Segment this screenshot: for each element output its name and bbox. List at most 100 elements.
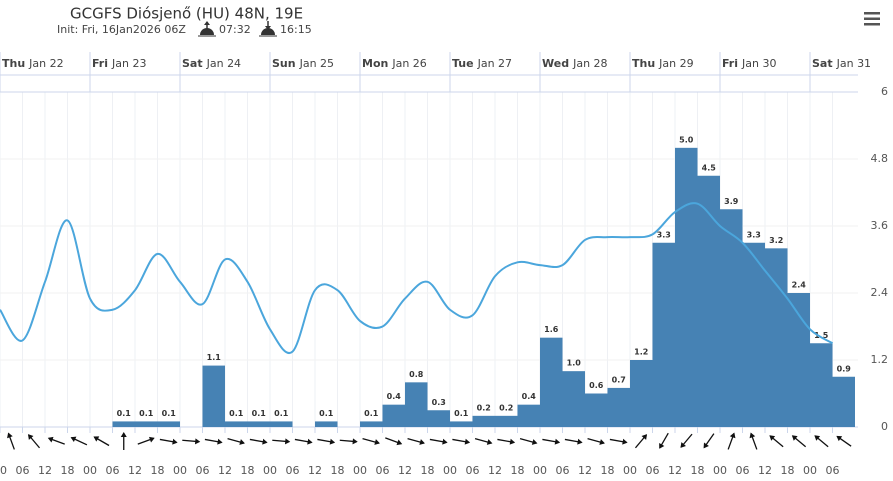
bar — [315, 421, 338, 427]
bar — [157, 421, 180, 427]
day-date: Jan 28 — [572, 57, 607, 70]
day-weekday: Thu — [2, 57, 25, 70]
wind-arrow-head — [217, 438, 223, 445]
wind-arrow-head — [27, 434, 34, 440]
wind-arrow — [93, 436, 110, 447]
x-tick-label: 06 — [646, 464, 660, 477]
wind-arrow — [70, 436, 88, 446]
bar — [562, 371, 585, 427]
wind-arrow-head — [641, 434, 648, 440]
bar — [225, 421, 248, 427]
wind-arrow-head — [577, 438, 583, 445]
x-tick-label: 12 — [308, 464, 322, 477]
wind-arrow — [791, 435, 807, 448]
x-tick-label: 12 — [758, 464, 772, 477]
day-label: Mon Jan 26 — [362, 57, 427, 70]
wind-arrow-head — [307, 438, 313, 445]
day-weekday: Mon — [362, 57, 388, 70]
x-tick-label: 12 — [218, 464, 232, 477]
wind-arrow — [452, 438, 471, 445]
bar-value-label: 4.5 — [702, 163, 717, 172]
day-label: Thu Jan 22 — [2, 57, 64, 70]
bar — [630, 360, 653, 427]
wind-arrow-head — [680, 442, 686, 448]
bar — [607, 387, 630, 427]
bar-value-label: 5.0 — [679, 135, 694, 144]
bar — [585, 393, 608, 427]
bar-value-label: 1.1 — [207, 353, 222, 362]
wind-arrow-head — [769, 435, 776, 441]
wind-arrow — [814, 435, 829, 448]
wind-arrow-head — [70, 436, 77, 443]
day-date: Jan 29 — [658, 57, 693, 70]
wind-arrow — [27, 434, 41, 449]
bar-value-label: 3.2 — [769, 236, 783, 245]
day-weekday: Wed — [542, 57, 569, 70]
menu-button[interactable] — [864, 12, 880, 26]
wind-arrow-head — [814, 435, 821, 441]
wind-arrow — [769, 435, 784, 448]
bar-value-label: 0.9 — [837, 364, 852, 373]
day-date: Jan 25 — [299, 57, 334, 70]
wind-arrow-head — [703, 442, 709, 449]
day-label: Fri Jan 23 — [92, 57, 146, 70]
wind-arrow-head — [659, 442, 665, 449]
bar — [472, 415, 495, 427]
wind-arrow-head — [442, 438, 448, 445]
wind-arrow-head — [329, 438, 336, 445]
x-tick-label: 12 — [398, 464, 412, 477]
y-tick-label: 0 — [881, 420, 888, 433]
bar-value-label: 0.4 — [522, 392, 537, 401]
bar-value-label: 1.6 — [544, 325, 559, 334]
wind-arrow — [680, 433, 693, 448]
bar-value-label: 0.4 — [387, 392, 402, 401]
bar-value-label: 3.9 — [724, 197, 739, 206]
day-date: Jan 26 — [391, 57, 426, 70]
bar-value-label: 0.1 — [162, 409, 177, 418]
wind-arrow-head — [599, 439, 605, 445]
bar — [405, 382, 428, 427]
day-label: Sat Jan 24 — [182, 57, 241, 70]
bar-value-label: 0.8 — [409, 370, 424, 379]
wind-arrow — [474, 438, 493, 445]
bar — [360, 421, 383, 427]
x-tick-label: 06 — [466, 464, 480, 477]
bar-value-label: 0.6 — [589, 381, 604, 390]
wind-arrow — [385, 437, 403, 446]
wind-arrow — [634, 434, 648, 449]
wind-arrow — [542, 438, 561, 445]
wind-arrow-head — [352, 438, 358, 445]
wind-arrow-head — [47, 436, 54, 443]
x-tick-label: 18 — [511, 464, 525, 477]
wind-arrow-head — [622, 438, 628, 445]
bar — [427, 410, 450, 427]
x-tick-label: 18 — [781, 464, 795, 477]
x-tick-label: 12 — [128, 464, 142, 477]
day-date: Jan 27 — [477, 57, 512, 70]
wind-arrow — [204, 438, 223, 445]
wind-arrow-head — [374, 439, 380, 445]
bar — [495, 415, 518, 427]
wind-arrow — [317, 438, 336, 445]
day-weekday: Sat — [182, 57, 203, 70]
x-tick-label: 18 — [691, 464, 705, 477]
y-tick-label: 6 — [881, 85, 888, 98]
bar — [382, 404, 405, 427]
wind-arrow-head — [120, 432, 127, 437]
y-tick-label: 3.6 — [871, 219, 889, 232]
bar — [652, 242, 675, 427]
x-tick-label: 00 — [263, 464, 277, 477]
x-tick-label: 00 — [623, 464, 637, 477]
x-tick-label: 06 — [826, 464, 840, 477]
day-date: Jan 31 — [836, 57, 871, 70]
wind-arrow-head — [836, 435, 843, 442]
wind-arrow — [749, 432, 758, 450]
chart-subtitle: Init: Fri, 16Jan2026 06Z — [57, 23, 186, 36]
x-tick-label: 00 — [443, 464, 457, 477]
wind-arrow — [47, 436, 65, 445]
wind-arrow — [407, 438, 425, 445]
bar-value-label: 3.3 — [657, 230, 671, 239]
wind-arrow-head — [262, 438, 268, 445]
wind-arrow-head — [531, 439, 538, 445]
bar-value-label: 0.1 — [364, 409, 379, 418]
